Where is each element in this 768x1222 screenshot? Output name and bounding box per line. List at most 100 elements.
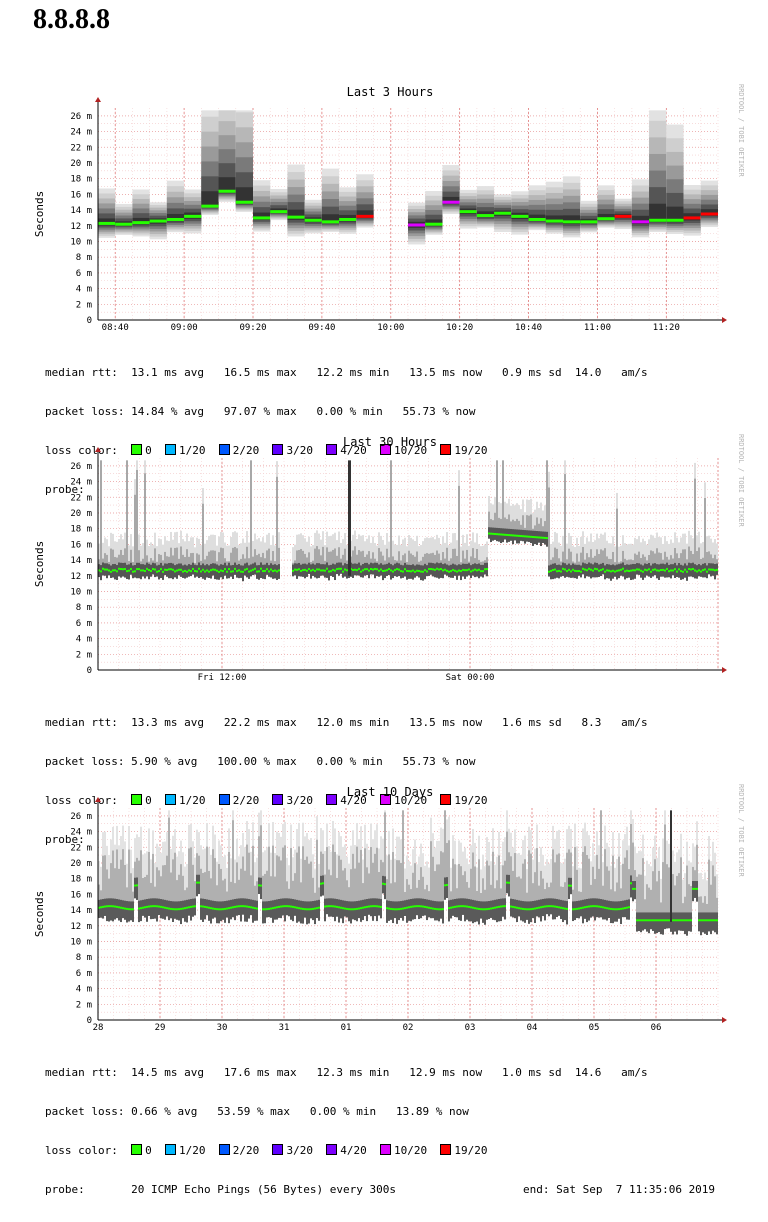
median-segment (366, 568, 368, 571)
median-segment (564, 907, 566, 910)
median-segment (672, 569, 674, 572)
smoke-band (542, 510, 544, 538)
smoke-band (426, 553, 428, 572)
smoke-band (304, 553, 306, 570)
smoke-band (206, 555, 208, 571)
median-segment (124, 907, 126, 910)
y-tick-label: 0 (87, 316, 92, 326)
median-segment (414, 570, 416, 573)
smoke-band (112, 850, 114, 907)
smoke-band (202, 563, 204, 579)
loss-legend-label: 10/20 (393, 1144, 441, 1157)
smoke-band (190, 553, 192, 572)
median-segment (490, 907, 492, 910)
median-segment (178, 908, 180, 911)
smoke-band (416, 551, 418, 571)
smoke-band (314, 892, 316, 909)
probe-text: 20 ICMP Echo Pings (56 Bytes) every 300s (131, 1183, 397, 1196)
median-segment (690, 568, 692, 571)
smoke-band (324, 874, 326, 907)
smoke-band (702, 879, 704, 921)
smoke-band (366, 898, 368, 922)
smoke-band (292, 899, 294, 922)
smoke-band (116, 541, 118, 572)
smoke-band (208, 899, 210, 921)
smoke-band (430, 841, 432, 909)
smoke-band (158, 564, 160, 580)
smoke-band (648, 887, 650, 921)
smoke-band (572, 545, 574, 570)
loss-swatch-2 (218, 1144, 230, 1155)
smoke-band (412, 539, 414, 571)
smoke-band (332, 549, 334, 570)
median-segment (496, 906, 498, 909)
smoke-band (154, 863, 156, 907)
smoke-band (402, 810, 404, 909)
loss-spike (348, 460, 351, 576)
smoke-band (564, 882, 566, 909)
smoke-band (366, 867, 368, 907)
smoke-band (166, 855, 168, 909)
smoke-band (556, 854, 558, 907)
median-segment (640, 569, 642, 572)
smoke-band (532, 530, 534, 546)
smoke-band (372, 898, 374, 921)
median-segment (246, 567, 248, 570)
smoke-band (108, 898, 110, 922)
smoke-band (572, 866, 574, 910)
smoke-band (338, 899, 340, 923)
median-segment (638, 919, 640, 922)
median-segment (604, 570, 606, 573)
smoke-band (602, 885, 604, 908)
smoke-band (574, 847, 576, 910)
y-tick-label: 14 m (70, 906, 92, 916)
median-segment (110, 570, 112, 573)
smoke-band (406, 546, 408, 571)
smoke-band (156, 898, 158, 922)
smoke-band (494, 888, 496, 908)
x-tick-label: 06 (651, 1023, 662, 1033)
smoke-band (708, 551, 710, 570)
smoke-band (606, 540, 608, 571)
median-segment (256, 907, 258, 910)
smoke-band (660, 902, 662, 921)
smoke-band (340, 859, 342, 908)
smoke-band (220, 868, 222, 910)
y-tick-label: 10 m (70, 587, 92, 597)
median-segment (556, 570, 558, 573)
smoke-band (458, 864, 460, 907)
smoke-band (706, 903, 708, 921)
smoke-band (460, 564, 462, 581)
smoke-band (450, 867, 452, 908)
median-segment (568, 884, 570, 887)
smoke-band (556, 899, 558, 917)
median-segment (104, 905, 106, 908)
y-tick-label: 6 m (76, 969, 92, 979)
smoke-band (448, 900, 450, 922)
smoke-band (172, 539, 174, 570)
smoke-band (290, 898, 292, 920)
probe-label: probe: (45, 483, 85, 496)
smoke-band (388, 541, 390, 570)
smoke-band (486, 541, 488, 570)
smoke-band (520, 900, 522, 921)
median-segment (486, 568, 488, 571)
median-segment (676, 570, 678, 573)
median-segment (586, 905, 588, 908)
smoke-band (556, 548, 558, 572)
smoke-band (148, 563, 150, 580)
x-tick-label: 10:40 (515, 323, 542, 333)
median-segment (272, 907, 274, 910)
chart-title: Last 10 Days (347, 785, 434, 799)
median-segment (580, 570, 582, 573)
y-tick-label: 16 m (70, 190, 92, 200)
median-segment (538, 906, 540, 909)
median-segment (578, 570, 580, 573)
smoke-band (334, 851, 336, 907)
smoke-band (438, 563, 440, 579)
smoke-band (706, 912, 708, 936)
smoke-band (376, 898, 378, 922)
smoke-band (466, 549, 468, 571)
smoke-band (658, 564, 660, 580)
smoke-band (158, 870, 160, 907)
